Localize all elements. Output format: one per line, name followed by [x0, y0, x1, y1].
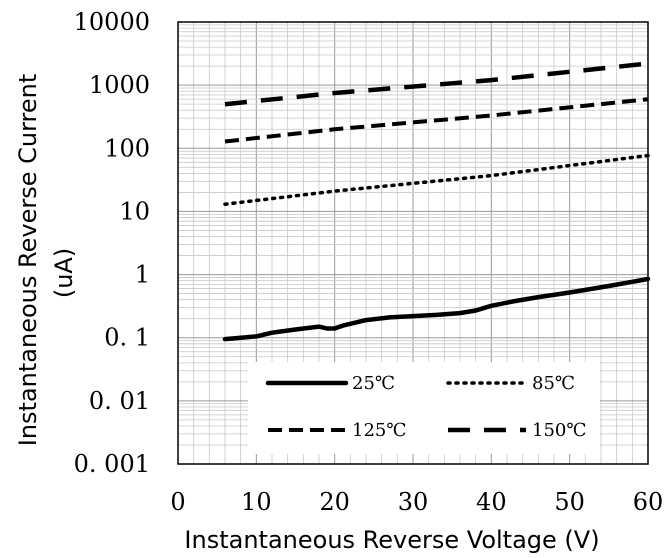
x-tick-label: 40 [476, 488, 507, 516]
y-tick-label: 0. 1 [104, 324, 150, 352]
legend-label: 25℃ [352, 373, 395, 394]
y-tick-label: 0. 001 [74, 450, 150, 478]
series-line [224, 97, 649, 144]
y-tick-label: 10 [119, 197, 150, 225]
x-tick-labels: 0 10 20 30 40 50 60 [170, 488, 663, 516]
legend-label: 125℃ [352, 420, 407, 441]
legend-label: 85℃ [532, 373, 575, 394]
legend-box [248, 362, 600, 454]
series-layer [222, 61, 651, 342]
plot-frame [177, 21, 649, 465]
y-tick-label: 1000 [89, 71, 150, 99]
x-tick-label: 0 [170, 488, 185, 516]
x-tick-label: 50 [554, 488, 585, 516]
series-line [224, 61, 649, 107]
x-tick-label: 30 [398, 488, 429, 516]
y-tick-label: 100 [104, 134, 150, 162]
y-tick-label: 0. 01 [89, 387, 150, 415]
y-axis-title: Instantaneous Reverse Current [14, 74, 42, 446]
series-line [222, 276, 651, 342]
legend: 25℃ 85℃ 125℃ 150℃ [248, 362, 600, 454]
x-tick-label: 10 [241, 488, 272, 516]
y-tick-labels: 0. 001 0. 01 0. 1 1 10 100 1000 10000 [74, 8, 150, 478]
y-tick-label: 10000 [74, 8, 150, 36]
y-tick-label: 1 [135, 261, 150, 289]
x-tick-label: 60 [633, 488, 664, 516]
legend-label: 150℃ [532, 420, 587, 441]
x-tick-label: 20 [319, 488, 350, 516]
y-axis-unit: (uA) [50, 248, 78, 298]
x-axis-title: Instantaneous Reverse Voltage (V) [184, 526, 599, 554]
series-line [223, 153, 650, 206]
